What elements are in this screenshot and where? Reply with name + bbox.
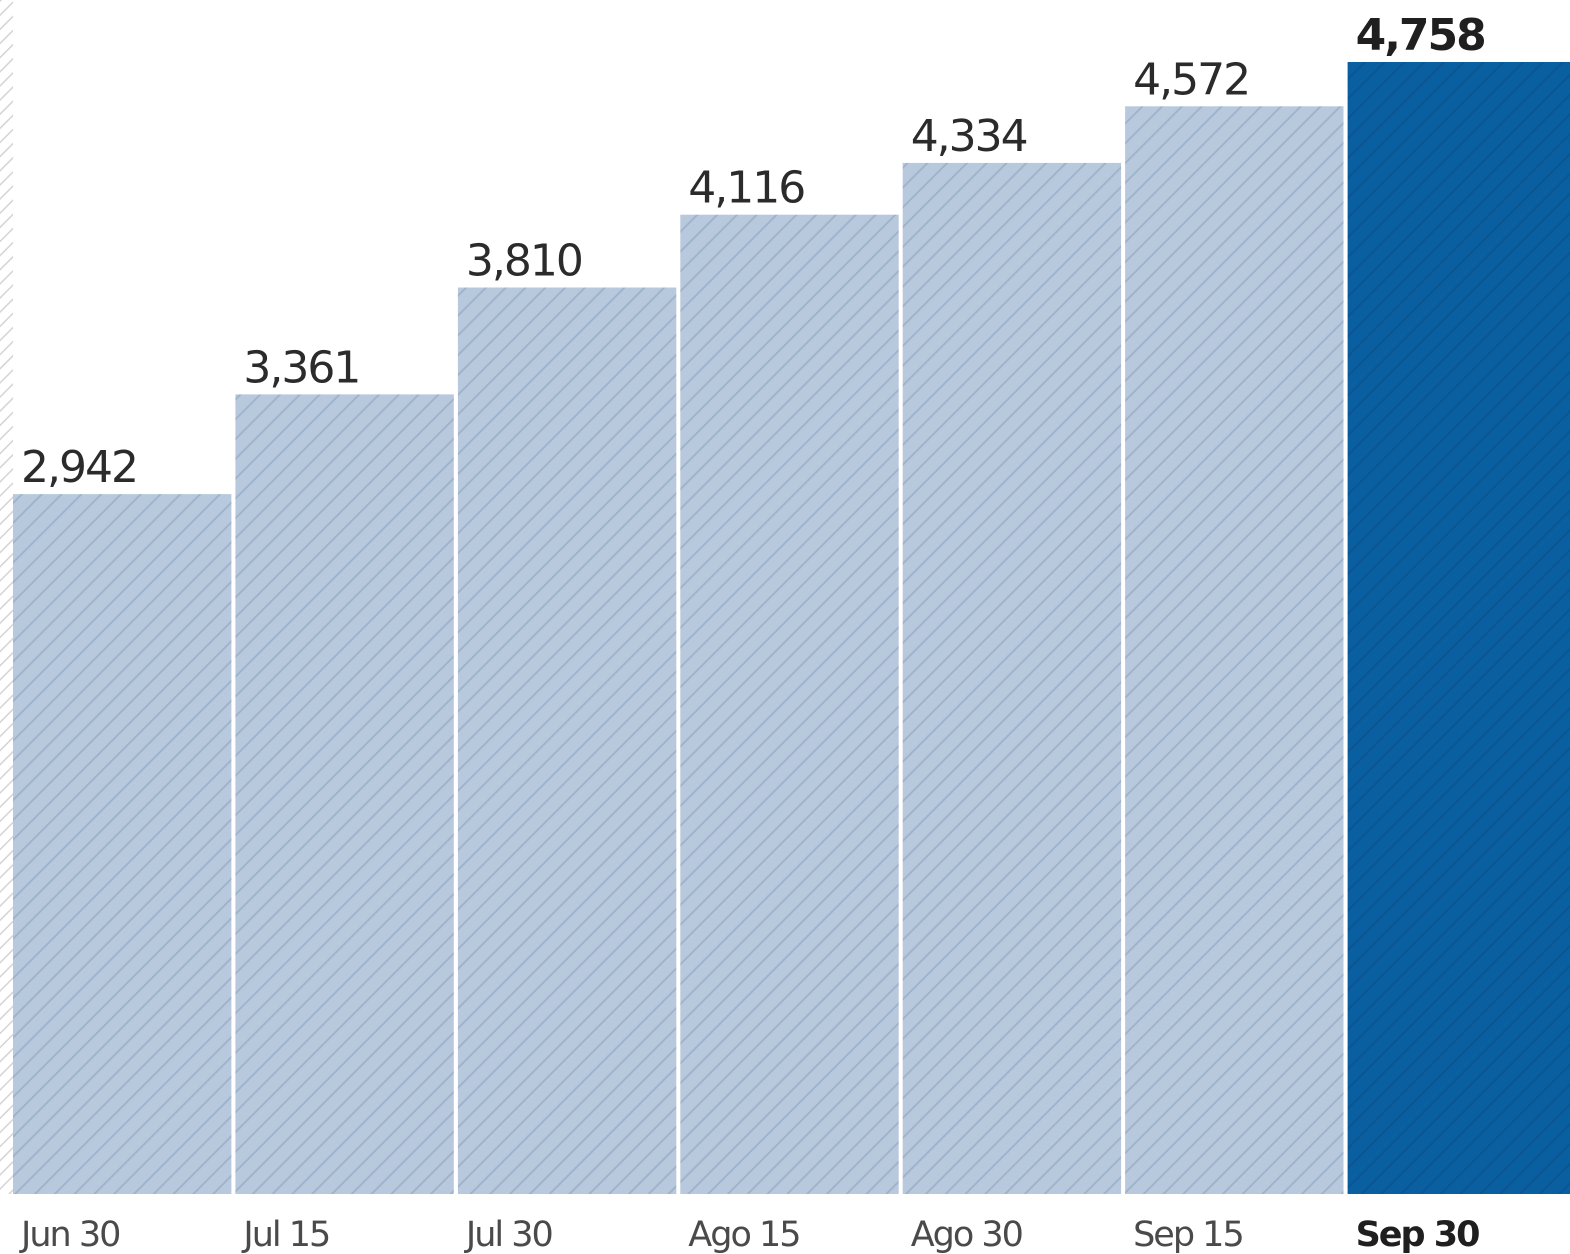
bar-sep-30 (1347, 62, 1570, 1194)
value-label: 4,572 (1133, 54, 1249, 105)
category-label: Jul 30 (464, 1215, 552, 1254)
category-labels: Jun 30 Jul 15 Jul 30 Ago 15 Ago 30 Sep 15 Sep … (19, 1215, 1481, 1254)
bar-jul-15 (235, 394, 454, 1194)
value-label: 3,810 (466, 236, 582, 287)
category-label: Jun 30 (19, 1215, 119, 1254)
value-label: 3,361 (243, 342, 359, 393)
category-label: Ago 15 (688, 1215, 799, 1254)
category-label: Sep 15 (1133, 1215, 1243, 1254)
value-label: 4,116 (688, 163, 804, 214)
left-axis-hatch (0, 0, 13, 1194)
value-label: 4,758 (1356, 10, 1485, 61)
bar-jun-30 (13, 494, 232, 1195)
category-label: Jul 15 (241, 1215, 329, 1254)
value-label: 4,334 (911, 111, 1027, 162)
category-label: Sep 30 (1356, 1215, 1480, 1254)
value-labels: 2,942 3,361 3,810 4,116 4,334 4,572 4,758 (21, 10, 1487, 493)
category-label: Ago 30 (911, 1215, 1022, 1254)
bar-sep-15 (1125, 106, 1344, 1194)
value-label: 2,942 (21, 442, 137, 493)
bars (13, 62, 1570, 1195)
bar-ago-30 (902, 162, 1122, 1194)
bar-ago-15 (680, 214, 899, 1194)
bar-jul-30 (457, 287, 677, 1194)
